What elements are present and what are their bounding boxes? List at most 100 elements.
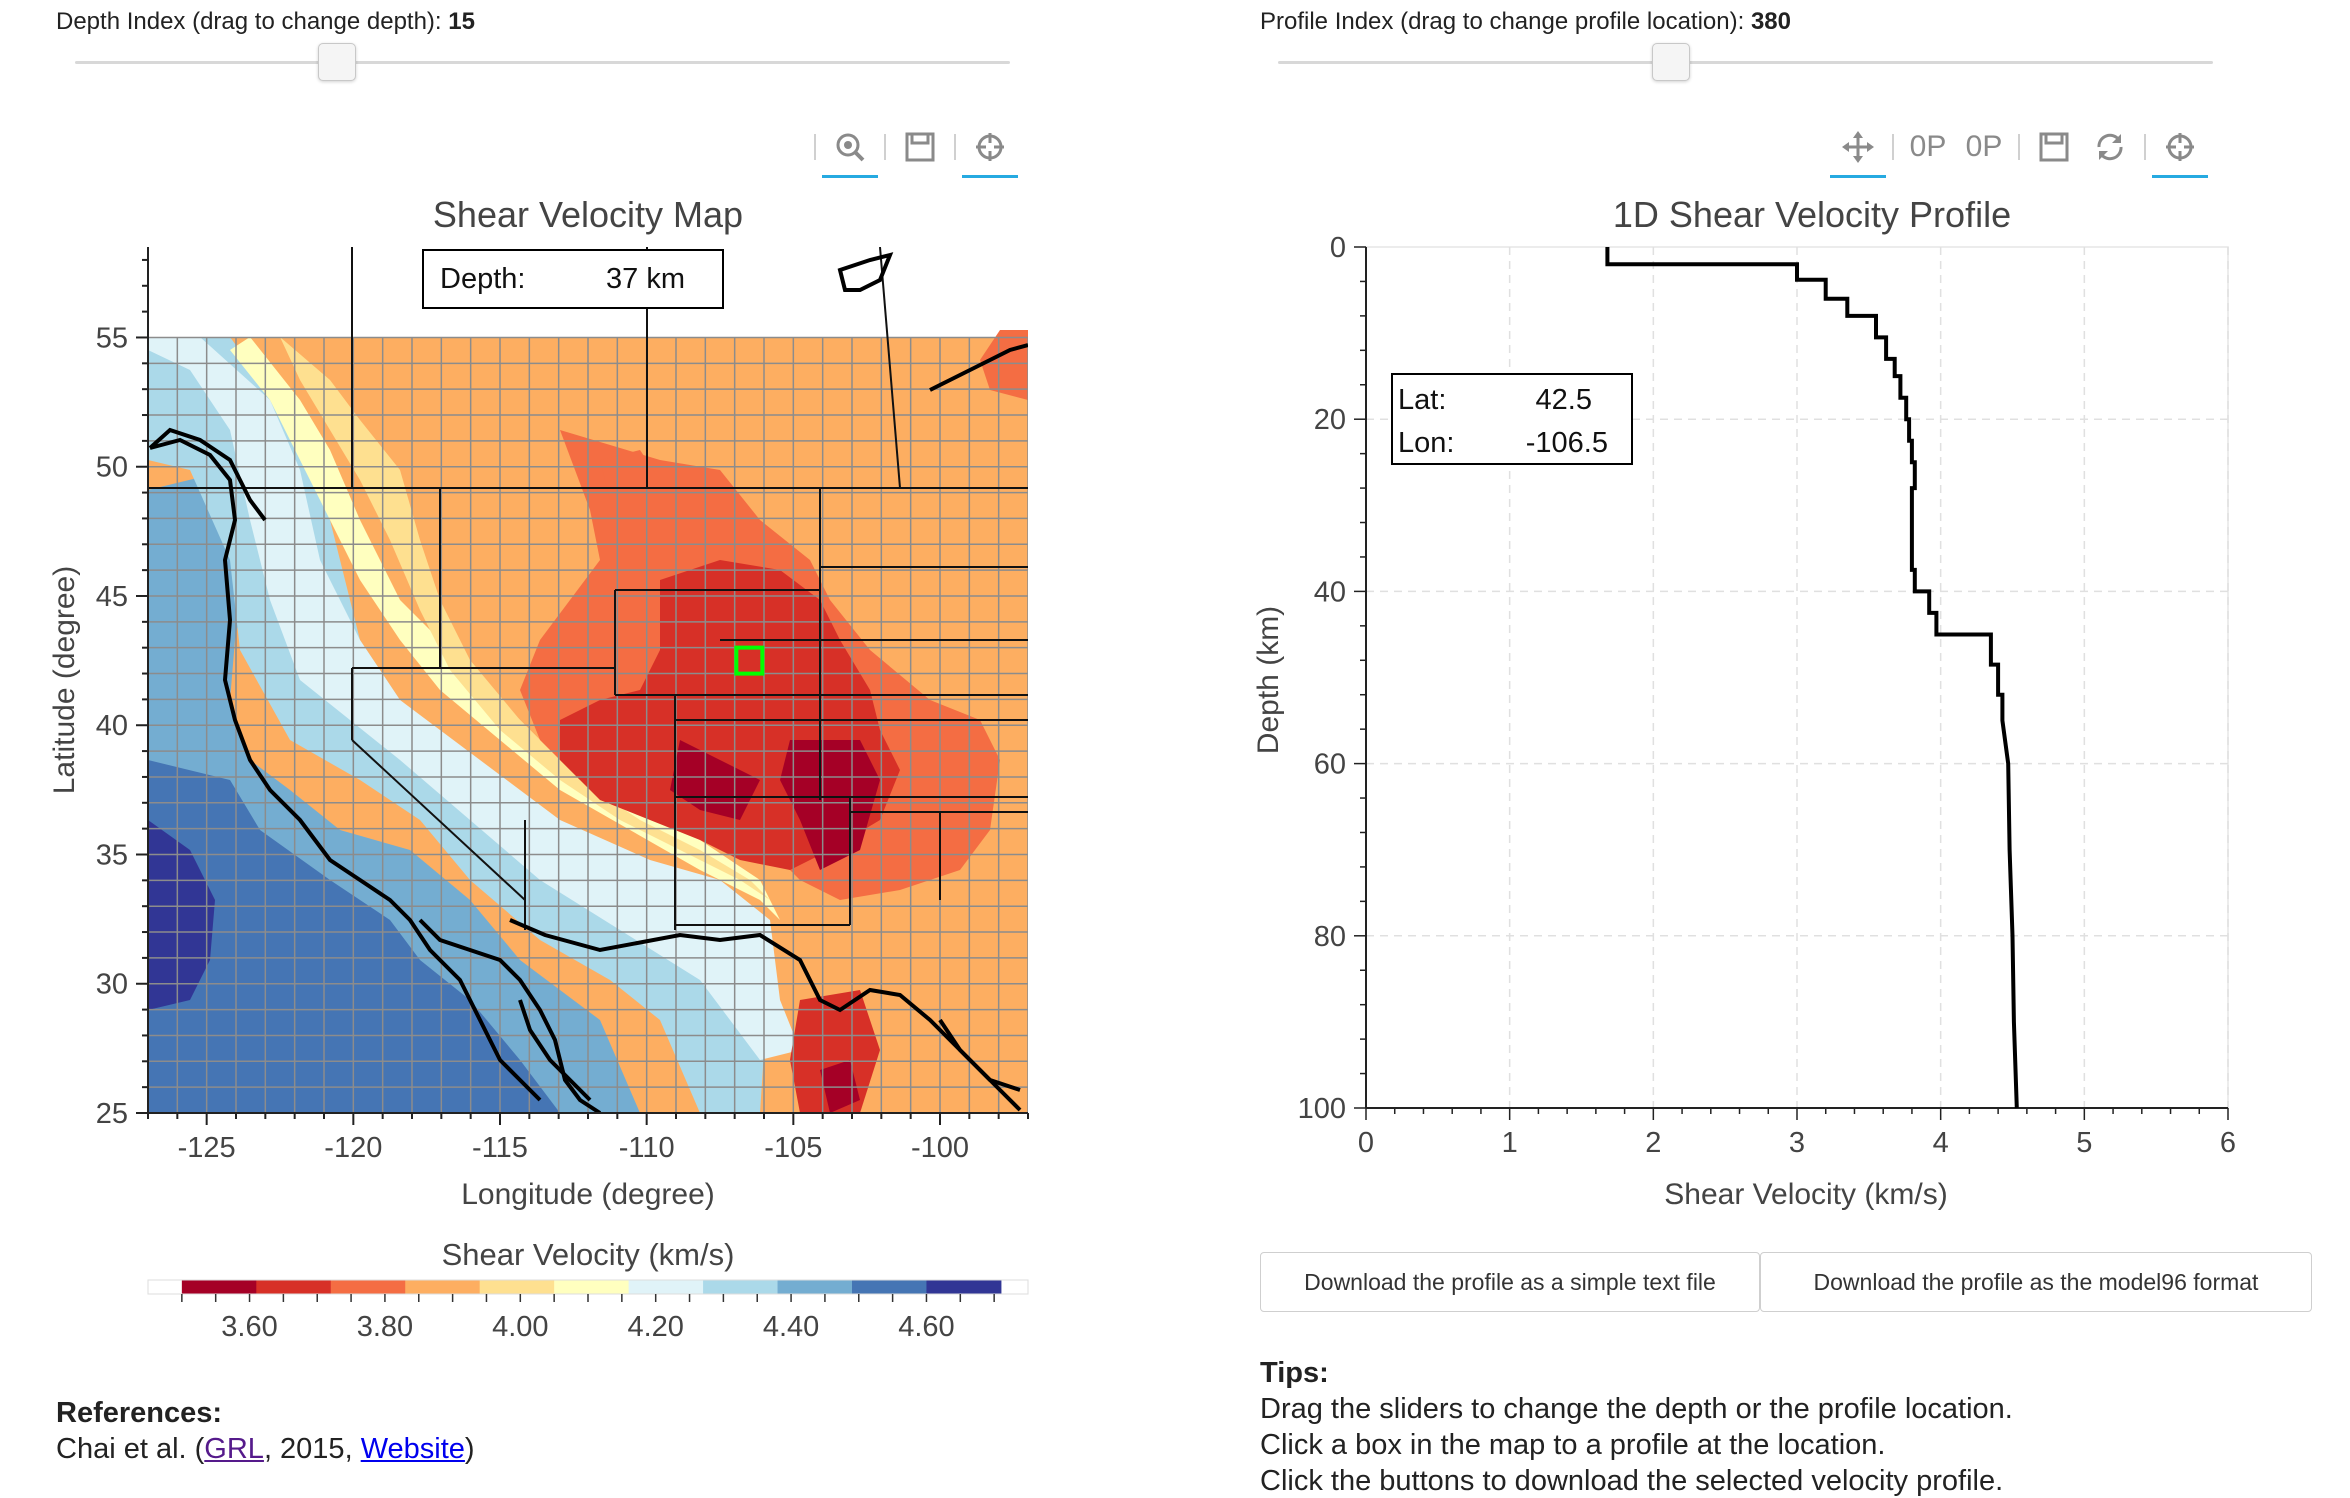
map-title: Shear Velocity Map bbox=[432, 194, 744, 235]
y-tick-label: 20 bbox=[1314, 404, 1346, 436]
toolbar-separator bbox=[814, 134, 816, 160]
colorbar-swatch bbox=[852, 1280, 927, 1294]
tip-line: Drag the sliders to change the depth or … bbox=[1260, 1393, 2013, 1425]
colorbar-tick-label: 4.60 bbox=[898, 1311, 954, 1343]
download-text-button[interactable]: Download the profile as a simple text fi… bbox=[1260, 1252, 1760, 1312]
x-tick-label: 2 bbox=[1645, 1127, 1661, 1159]
save-icon bbox=[2039, 132, 2069, 162]
x-tick-label: 1 bbox=[1502, 1127, 1518, 1159]
xzoom-in-button[interactable]: 0P bbox=[1900, 122, 1956, 172]
lon-value: -106.5 bbox=[1526, 427, 1608, 459]
lat-value: 42.5 bbox=[1536, 384, 1592, 416]
y-tick-label: 25 bbox=[96, 1098, 128, 1130]
profile-series-line bbox=[1605, 247, 2019, 1109]
depth-annotation-box bbox=[422, 249, 724, 309]
colorbar-tick-label: 4.40 bbox=[763, 1311, 819, 1343]
pan-button[interactable] bbox=[1830, 122, 1886, 178]
depth-slider-text: Depth Index (drag to change depth): bbox=[56, 8, 442, 35]
toolbar-separator bbox=[954, 134, 956, 160]
save-button[interactable] bbox=[892, 122, 948, 172]
colorbar-swatch bbox=[330, 1280, 406, 1294]
toolbar-separator bbox=[884, 134, 886, 160]
colorbar-swatch bbox=[628, 1280, 704, 1294]
xzoom-out-icon: 0P bbox=[1965, 130, 2003, 163]
colorbar-tick-label: 4.00 bbox=[492, 1311, 548, 1343]
crosshair-icon bbox=[2166, 133, 2194, 161]
y-tick-label: 0 bbox=[1330, 232, 1346, 264]
wheel-zoom-button[interactable] bbox=[822, 122, 878, 178]
crosshair-button[interactable] bbox=[962, 122, 1018, 178]
toolbar-separator bbox=[2018, 134, 2020, 160]
x-tick-label: -105 bbox=[764, 1132, 822, 1164]
x-tick-label: -115 bbox=[472, 1132, 528, 1164]
download-model96-button[interactable]: Download the profile as the model96 form… bbox=[1760, 1252, 2312, 1312]
reference-suffix: ) bbox=[464, 1433, 475, 1465]
profile-ylabel: Depth (km) bbox=[1252, 606, 1285, 754]
crosshair-button[interactable] bbox=[2152, 122, 2208, 178]
reset-button[interactable] bbox=[2082, 122, 2138, 172]
xzoom-out-button[interactable]: 0P bbox=[1956, 122, 2012, 172]
velocity-field bbox=[148, 247, 1028, 1113]
toolbar-separator bbox=[2144, 134, 2146, 160]
references-heading: References: bbox=[56, 1397, 223, 1429]
lon-label: Lon: bbox=[1398, 427, 1454, 459]
shear-velocity-map[interactable]: -125 -120 -115 -110 -105 -100 55 50 45 40 35 30 25 D… bbox=[0, 230, 1120, 1480]
colorbar-swatch bbox=[554, 1280, 630, 1294]
save-icon bbox=[905, 132, 935, 162]
colorbar-swatch bbox=[256, 1280, 332, 1294]
colorbar-swatch bbox=[181, 1280, 257, 1294]
depth-annotation-label: Depth: bbox=[440, 263, 525, 295]
map-axes: -125 -120 -115 -110 -105 -100 55 50 45 40 35 30 25 bbox=[96, 247, 1029, 1164]
crosshair-icon bbox=[976, 133, 1004, 161]
save-button[interactable] bbox=[2026, 122, 2082, 172]
grl-link[interactable]: GRL bbox=[204, 1433, 264, 1465]
colorbar-swatch bbox=[777, 1280, 853, 1294]
y-tick-label: 55 bbox=[96, 322, 128, 354]
colorbar-title: Shear Velocity (km/s) bbox=[442, 1237, 735, 1272]
profile-slider-track[interactable] bbox=[1278, 61, 2213, 64]
y-tick-label: 80 bbox=[1314, 921, 1346, 953]
y-tick-label: 40 bbox=[1314, 576, 1346, 608]
x-tick-label: 0 bbox=[1358, 1127, 1374, 1159]
tip-line: Click the buttons to download the select… bbox=[1260, 1465, 2004, 1497]
colorbar-tick-label: 4.20 bbox=[627, 1311, 683, 1343]
colorbar-swatch bbox=[703, 1280, 779, 1294]
x-tick-label: 5 bbox=[2076, 1127, 2092, 1159]
tip-line: Click a box in the map to a profile at t… bbox=[1260, 1429, 1886, 1461]
profile-slider-handle[interactable] bbox=[1651, 43, 1690, 81]
map-xlabel: Longitude (degree) bbox=[461, 1178, 715, 1211]
pan-icon bbox=[1842, 131, 1874, 163]
map-ylabel: Latitude (degree) bbox=[48, 566, 81, 795]
x-tick-label: 3 bbox=[1789, 1127, 1805, 1159]
references-section: References: Chai et al. (GRL, 2015, Webs… bbox=[56, 1395, 475, 1467]
profile-slider-label: Profile Index (drag to change profile lo… bbox=[1260, 8, 1791, 36]
depth-slider-value: 15 bbox=[448, 8, 475, 35]
x-tick-label: -120 bbox=[324, 1132, 382, 1164]
map-toolbar bbox=[808, 122, 1018, 178]
x-tick-label: 6 bbox=[2220, 1127, 2236, 1159]
colorbar-swatch bbox=[405, 1280, 481, 1294]
political-borders bbox=[148, 247, 1028, 930]
xzoom-in-icon: 0P bbox=[1909, 130, 1947, 163]
x-tick-label: -110 bbox=[619, 1132, 675, 1164]
colorbar-tick-label: 3.60 bbox=[221, 1311, 277, 1343]
y-tick-label: 100 bbox=[1298, 1093, 1346, 1125]
reference-middle: , 2015, bbox=[263, 1433, 361, 1465]
tips-section: Tips: Drag the sliders to change the dep… bbox=[1260, 1355, 2013, 1498]
depth-slider-handle[interactable] bbox=[317, 43, 356, 81]
y-tick-label: 45 bbox=[96, 581, 128, 613]
wheel-zoom-icon bbox=[836, 133, 865, 162]
depth-slider-track[interactable] bbox=[75, 61, 1010, 64]
map-grid bbox=[148, 336, 1028, 1113]
colorbar-swatch bbox=[479, 1280, 555, 1294]
depth-annotation-value: 37 km bbox=[606, 263, 685, 295]
reference-prefix: Chai et al. ( bbox=[56, 1433, 205, 1465]
y-tick-label: 30 bbox=[96, 969, 128, 1001]
reference-line: Chai et al. (GRL, 2015, Website) bbox=[56, 1431, 475, 1467]
selected-location-marker bbox=[734, 645, 765, 676]
profile-slider-value: 380 bbox=[1750, 8, 1791, 35]
website-link[interactable]: Website bbox=[360, 1433, 465, 1465]
y-tick-label: 35 bbox=[96, 839, 128, 871]
